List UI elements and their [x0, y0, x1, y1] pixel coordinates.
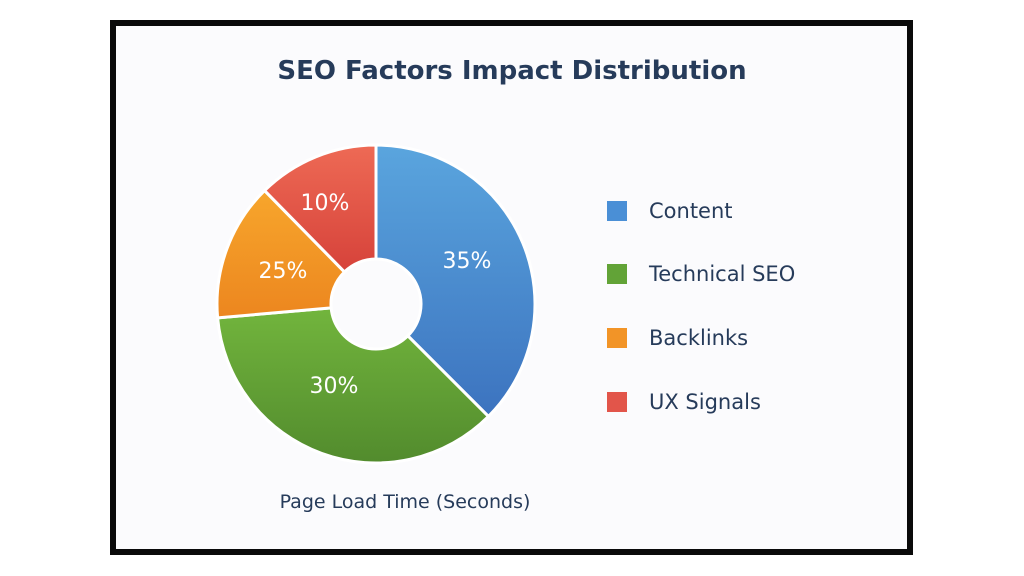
legend-label: Backlinks — [649, 326, 749, 350]
slice-label-content: 35% — [443, 249, 492, 274]
slice-label-ux-signals: 10% — [301, 191, 350, 216]
chart-title: SEO Factors Impact Distribution — [277, 56, 747, 86]
legend-label: Content — [649, 199, 733, 223]
legend-item-technical-seo: Technical SEO — [607, 262, 795, 286]
slice-label-backlinks: 25% — [259, 259, 308, 284]
legend-swatch-content — [607, 201, 627, 221]
legend-item-backlinks: Backlinks — [607, 326, 748, 350]
donut-slices — [215, 143, 537, 465]
legend-label: Technical SEO — [649, 262, 796, 286]
chart-xlabel: Page Load Time (Seconds) — [279, 491, 531, 513]
slice-content — [374, 143, 537, 418]
legend-swatch-ux-signals — [607, 392, 627, 412]
slice-labels: 35% 30% 25% 10% — [259, 191, 492, 399]
slice-ux-signals — [263, 143, 378, 274]
legend-swatch-technical-seo — [607, 264, 627, 284]
legend-item-ux-signals: UX Signals — [607, 390, 761, 414]
legend-item-content: Content — [607, 199, 733, 223]
slice-backlinks — [215, 189, 346, 320]
legend-label: UX Signals — [649, 390, 761, 414]
slice-label-technical-seo: 30% — [310, 374, 359, 399]
slice-technical-seo — [216, 306, 490, 465]
legend-swatch-backlinks — [607, 328, 627, 348]
